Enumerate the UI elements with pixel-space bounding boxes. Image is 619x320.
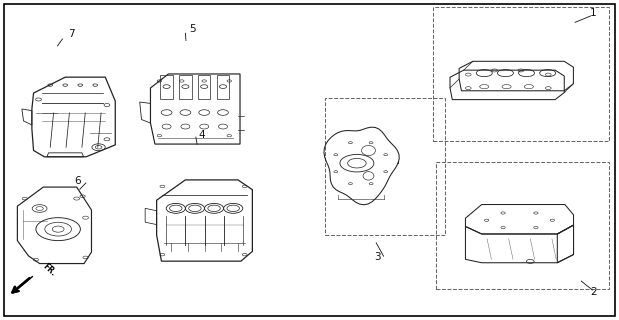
Bar	[325, 98, 446, 235]
Bar	[436, 162, 609, 289]
Text: FR.: FR.	[41, 262, 58, 278]
Text: 4: 4	[198, 130, 205, 140]
Text: 5: 5	[189, 24, 196, 34]
Bar	[433, 7, 609, 141]
Text: 2: 2	[591, 287, 597, 297]
Text: 1: 1	[591, 8, 597, 19]
Text: 7: 7	[69, 29, 75, 39]
Text: 3: 3	[374, 252, 381, 262]
Text: 6: 6	[74, 176, 81, 186]
